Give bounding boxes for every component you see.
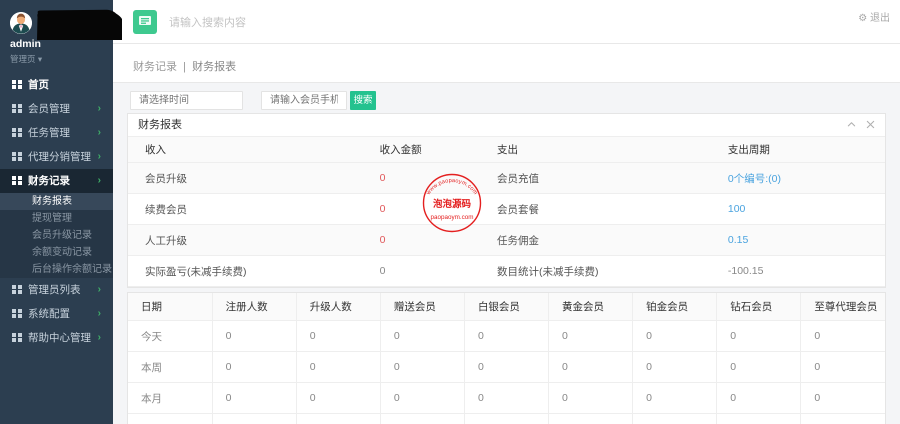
svg-text:paopaoym.com: paopaoym.com xyxy=(430,214,473,221)
svg-text:泡泡源码: 泡泡源码 xyxy=(433,198,472,210)
